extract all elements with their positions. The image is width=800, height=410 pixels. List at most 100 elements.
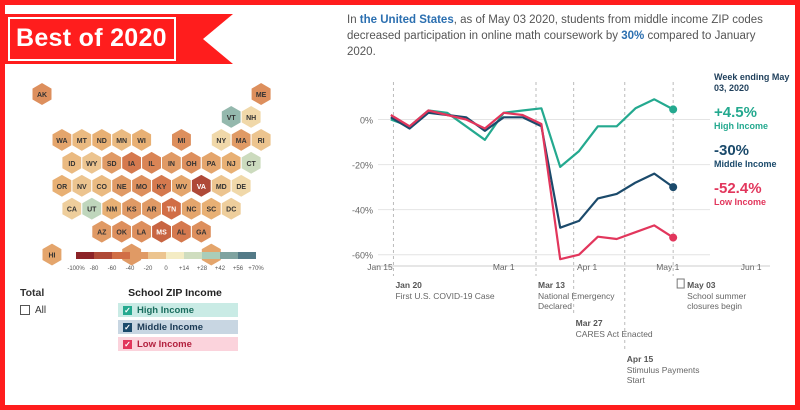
state-hex-nh[interactable]: NH (240, 104, 262, 129)
check-icon: ✓ (123, 322, 132, 332)
state-hex-ms[interactable]: MS (151, 219, 172, 244)
state-hex-or[interactable]: OR (51, 173, 73, 198)
series-line-high (390, 98, 674, 168)
state-hex-nj[interactable]: NJ (220, 150, 242, 175)
state-hex-sd[interactable]: SD (101, 150, 123, 175)
state-hex-va[interactable]: VA (190, 173, 212, 198)
week-summary: Week ending May 03, 2020 +4.5% High Inco… (714, 72, 794, 208)
total-title: Total (20, 287, 45, 299)
state-hex-ga[interactable]: GA (190, 219, 212, 244)
scale-label: +42 (215, 266, 226, 272)
high-income-toggle[interactable]: ✓ High Income (118, 303, 238, 317)
low-income-value: -52.4% (714, 180, 762, 197)
state-hex-ar[interactable]: AR (141, 196, 162, 221)
state-hex-nv[interactable]: NV (71, 173, 93, 198)
y-tick-label: 0% (360, 116, 373, 126)
state-hex-ma[interactable]: MA (230, 127, 252, 152)
event-text: Declared (538, 301, 572, 311)
middle-income-toggle[interactable]: ✓ Middle Income (118, 320, 238, 334)
state-label: IL (148, 161, 155, 168)
series-endpoint-low[interactable] (669, 233, 678, 242)
event-date: Apr 15 (627, 354, 654, 364)
middle-income-value: -30% (714, 142, 750, 159)
state-label: CA (67, 207, 77, 214)
state-hex-de[interactable]: DE (230, 173, 252, 198)
state-hex-oh[interactable]: OH (180, 150, 202, 175)
state-label: CT (246, 161, 256, 168)
x-tick-label: Apr 1 (577, 262, 598, 272)
headline: In the United States, as of May 03 2020,… (347, 14, 763, 58)
state-hex-hi[interactable]: HI (41, 242, 63, 267)
banner-title: Best of 2020 (16, 24, 167, 52)
state-hex-nm[interactable]: NM (101, 196, 123, 221)
state-label: NY (216, 138, 226, 145)
state-label: KS (127, 207, 137, 214)
state-hex-il[interactable]: IL (141, 150, 162, 175)
state-label: DE (236, 184, 246, 191)
state-hex-me[interactable]: ME (250, 81, 272, 107)
state-hex-ct[interactable]: CT (240, 150, 262, 175)
state-hex-wy[interactable]: WY (81, 150, 103, 175)
headline-pct: 30% (621, 30, 645, 42)
state-hex-sc[interactable]: SC (200, 196, 222, 221)
state-hex-co[interactable]: CO (91, 173, 113, 198)
state-hex-wa[interactable]: WA (51, 127, 73, 152)
state-label: KY (157, 184, 167, 191)
state-hex-ne[interactable]: NE (111, 173, 133, 198)
state-hex-ks[interactable]: KS (121, 196, 143, 221)
headline-place[interactable]: the United States (359, 14, 454, 26)
state-hex-nc[interactable]: NC (180, 196, 202, 221)
state-hex-mo[interactable]: MO (131, 173, 153, 198)
state-hex-ok[interactable]: OK (111, 219, 133, 244)
low-income-toggle[interactable]: ✓ Low Income (118, 337, 238, 351)
state-hex-wv[interactable]: WV (171, 173, 192, 198)
state-hex-ca[interactable]: CA (61, 196, 83, 221)
state-hex-ia[interactable]: IA (121, 150, 143, 175)
event-date: May 03 (687, 280, 716, 290)
state-label: NM (106, 207, 117, 214)
high-income-label: High Income (714, 121, 769, 131)
state-hex-al[interactable]: AL (171, 219, 192, 244)
state-hex-ut[interactable]: UT (81, 196, 103, 221)
y-tick-label: -20% (352, 161, 373, 171)
state-label: HI (48, 253, 55, 260)
best-of-2020-banner (5, 14, 233, 64)
state-hex-mn[interactable]: MN (111, 127, 133, 152)
state-hex-ri[interactable]: RI (250, 127, 272, 152)
all-checkbox[interactable]: All (20, 305, 46, 316)
week-ending-label: Week ending May 03, 2020 (714, 72, 790, 93)
state-hex-vt[interactable]: VT (220, 104, 242, 129)
state-label: NC (186, 207, 196, 214)
state-hex-tn[interactable]: TN (161, 196, 182, 221)
state-label: MI (178, 138, 186, 145)
zip-income-filter: School ZIP Income ✓ High Income ✓ Middle I… (118, 287, 238, 354)
scale-swatch (130, 252, 148, 259)
state-hex-pa[interactable]: PA (200, 150, 222, 175)
state-label: PA (207, 161, 216, 168)
state-hex-la[interactable]: LA (131, 219, 153, 244)
state-hex-wi[interactable]: WI (131, 127, 153, 152)
state-hex-nd[interactable]: ND (91, 127, 113, 152)
state-hex-ak[interactable]: AK (31, 81, 53, 107)
state-label: WV (176, 184, 188, 191)
state-hex-ky[interactable]: KY (151, 173, 172, 198)
state-label: CO (97, 184, 108, 191)
x-tick-label: Mar 1 (493, 262, 515, 272)
event-text: School summer (687, 291, 746, 301)
state-hex-md[interactable]: MD (210, 173, 232, 198)
state-label: AZ (97, 230, 107, 237)
state-label: MT (77, 138, 88, 145)
state-hex-ny[interactable]: NY (210, 127, 232, 152)
scale-swatch (166, 252, 184, 259)
state-label: NH (246, 115, 256, 122)
series-endpoint-middle[interactable] (669, 183, 678, 192)
state-hex-mt[interactable]: MT (71, 127, 93, 152)
state-hex-dc[interactable]: DC (220, 196, 242, 221)
state-hex-id[interactable]: ID (61, 150, 83, 175)
state-hex-az[interactable]: AZ (91, 219, 113, 244)
state-hex-mi[interactable]: MI (171, 127, 192, 152)
state-hex-in[interactable]: IN (161, 150, 182, 175)
series-endpoint-high[interactable] (669, 105, 678, 114)
event-text: CARES Act Enacted (576, 329, 653, 339)
